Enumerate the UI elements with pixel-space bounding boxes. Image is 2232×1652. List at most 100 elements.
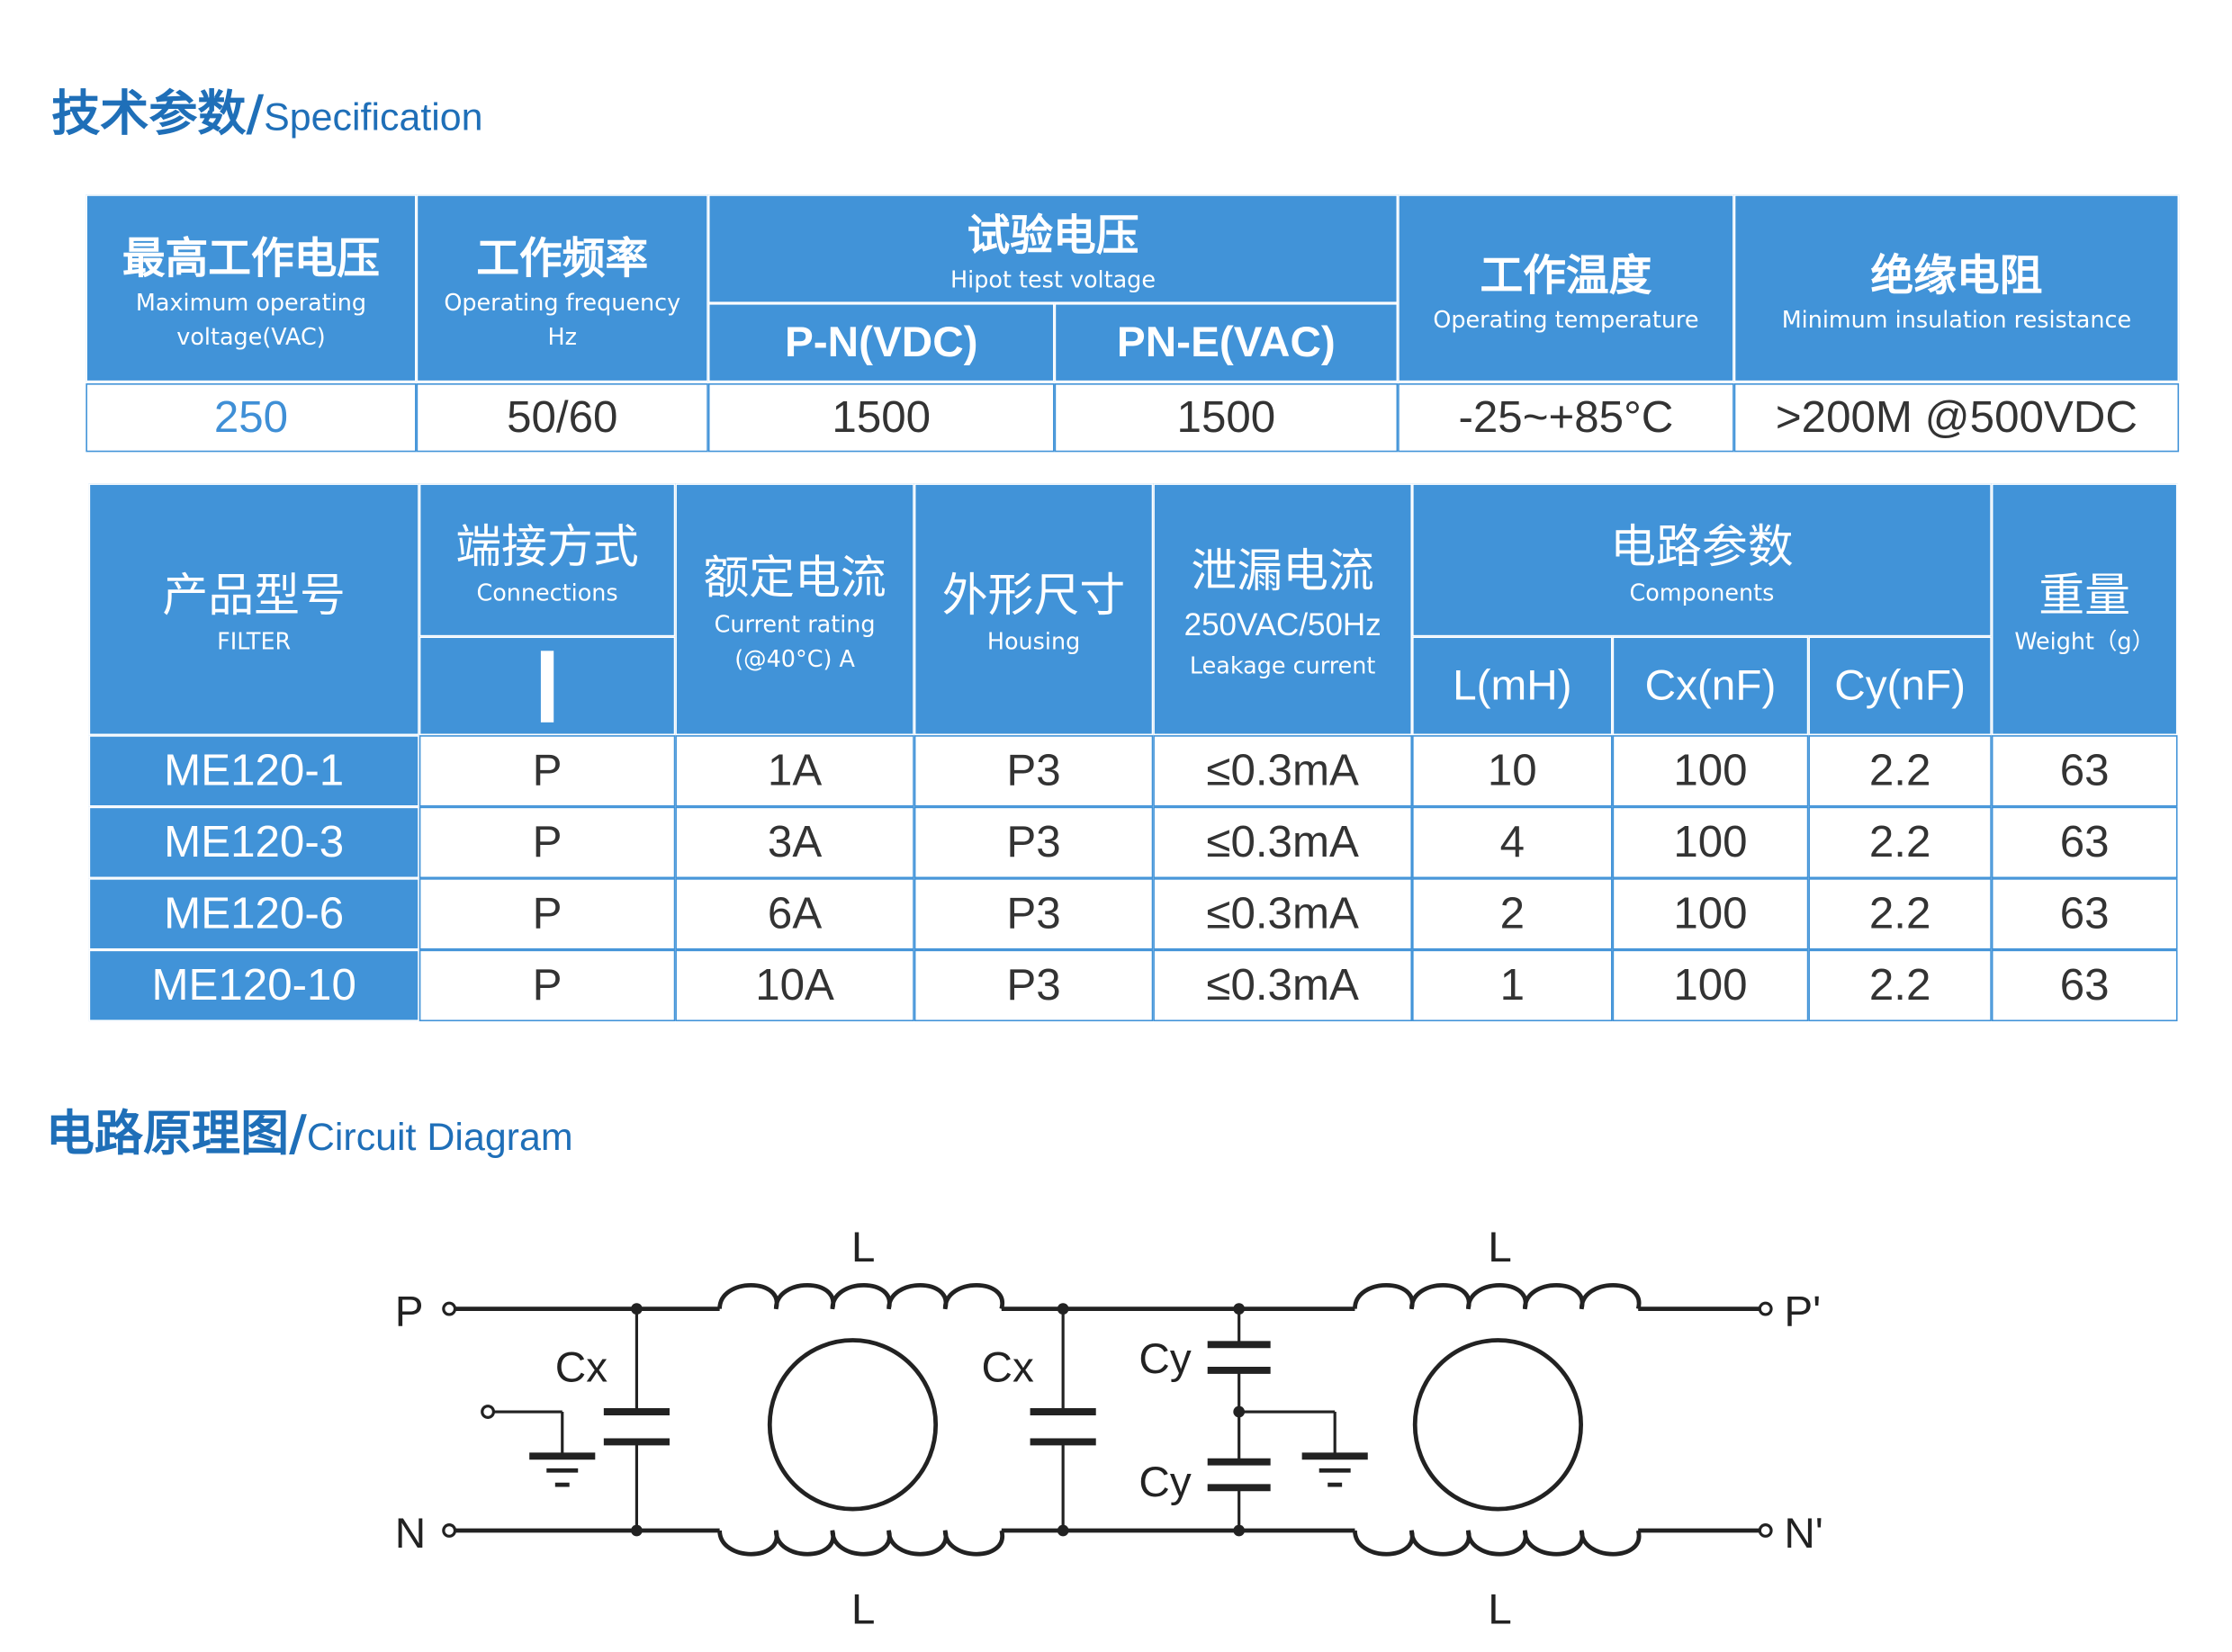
table-cell: ≤0.3mA (1153, 949, 1413, 1022)
core-right-icon (1412, 1338, 1584, 1512)
label-n: N (395, 1510, 426, 1558)
model-cell: ME120-6 (88, 878, 419, 950)
label-p-prime: P' (1784, 1288, 1821, 1336)
capacitor-plates (529, 1341, 1368, 1492)
header-leakage: 泄漏电流 250VAC/50Hz Leakage current (1153, 483, 1413, 736)
table-cell: P3 (914, 949, 1154, 1022)
core-left-icon (767, 1338, 939, 1512)
model-cell: ME120-10 (88, 949, 419, 1022)
header-model: 产品型号 FILTER (88, 483, 419, 736)
table-cell: 100 (1612, 949, 1809, 1022)
spec-title-cn: 技术参数/ (51, 85, 265, 143)
table-cell: 63 (1991, 949, 2178, 1022)
header-en: Hipot test voltage (950, 265, 1156, 293)
label-cy: Cy (1138, 1459, 1191, 1506)
header-en: Weight（g） (2014, 627, 2156, 656)
header-cn: 重量 (2038, 568, 2131, 623)
model-cell: ME120-1 (88, 735, 419, 807)
header-insulation: 绝缘电阻 Minimum insulation resistance (1733, 194, 2180, 382)
table-cell: 63 (1991, 806, 2178, 879)
model-cell: ME120-3 (88, 806, 419, 879)
table-cell: ≤0.3mA (1153, 735, 1413, 807)
header-cn: 端接方式 (455, 518, 639, 573)
label-l: L (851, 1224, 876, 1271)
label-cy: Cy (1138, 1335, 1191, 1383)
header-cn: 工作温度 (1480, 250, 1652, 301)
table-cell: 3A (675, 806, 914, 879)
header-cn: 泄漏电流 (1191, 543, 1374, 598)
terminals (442, 1301, 1773, 1538)
circuit-title-en: Circuit Diagram (306, 1115, 573, 1159)
table-cell: 6A (675, 878, 914, 950)
table-cell: ≤0.3mA (1153, 806, 1413, 879)
table-cell: P3 (914, 878, 1154, 950)
spec-title-en: Specification (264, 95, 483, 139)
label-cx: Cx (555, 1344, 608, 1392)
table-cell: 100 (1612, 806, 1809, 879)
table-cell: 63 (1991, 878, 2178, 950)
junction-dots (631, 1303, 1246, 1537)
header-cn: 外形尺寸 (941, 568, 1126, 623)
table-cell: 4 (1412, 806, 1613, 879)
header-en: Components (1629, 579, 1775, 606)
table-cell: P (418, 878, 676, 950)
table-cell: P3 (914, 806, 1154, 879)
header-l: L(mH) (1412, 636, 1613, 736)
table-cell: 1A (675, 735, 914, 807)
header-weight: 重量 Weight（g） (1991, 483, 2178, 736)
header-en: Operating frequency Hz (444, 288, 681, 350)
value-insulation: >200M @500VDC (1733, 383, 2180, 453)
header-en: Maximum operating voltage(VAC) (135, 288, 367, 350)
inductor-icon (1353, 1282, 1642, 1310)
circuit-branches (493, 1308, 1336, 1531)
table-cell: 10A (675, 949, 914, 1022)
label-cx: Cx (982, 1344, 1034, 1392)
table-cell: 1 (1412, 949, 1613, 1022)
table-cell: 10 (1412, 735, 1613, 807)
header-current: 额定电流 Current rating (@40°C) A (675, 483, 914, 736)
label-l: L (1488, 1585, 1512, 1633)
header-mid: 250VAC/50Hz (1184, 606, 1382, 642)
label-p: P (395, 1288, 424, 1336)
table-cell: 100 (1612, 878, 1809, 950)
label-n-prime: N' (1784, 1510, 1823, 1558)
header-cn: 最高工作电压 (122, 233, 381, 284)
circuit-wires (454, 1306, 1760, 1533)
header-cn: 额定电流 (703, 551, 886, 606)
connection-bar-icon (540, 650, 554, 723)
header-cn: 工作频率 (476, 233, 649, 284)
header-en: Minimum insulation resistance (1781, 305, 2132, 333)
header-components: 电路参数 Components (1412, 483, 1992, 637)
table-cell: 2.2 (1808, 878, 1992, 950)
table-cell: ≤0.3mA (1153, 878, 1413, 950)
header-en: Housing (986, 627, 1081, 656)
table-cell: P (418, 735, 676, 807)
inductor-coils (717, 1282, 1642, 1557)
value-temperature: -25~+85°C (1398, 383, 1734, 453)
header-cx: Cx(nF) (1612, 636, 1809, 736)
value-frequency: 50/60 (416, 383, 708, 453)
header-hipot: 试验电压 Hipot test voltage (707, 194, 1399, 304)
header-cy: Cy(nF) (1808, 636, 1992, 736)
header-connections: 端接方式 Connections (418, 483, 676, 637)
label-l: L (851, 1585, 876, 1633)
header-pn-vdc: P-N(VDC) (707, 303, 1055, 382)
table-cell: 63 (1991, 735, 2178, 807)
header-housing: 外形尺寸 Housing (914, 483, 1154, 736)
table-cell: 100 (1612, 735, 1809, 807)
header-connection-symbol (418, 636, 676, 736)
header-cn: 产品型号 (162, 568, 346, 623)
label-l: L (1488, 1224, 1512, 1271)
header-cn: 电路参数 (1610, 518, 1794, 573)
inductor-icon (717, 1530, 1004, 1557)
spec-title: 技术参数/Specification (51, 75, 482, 145)
header-temperature: 工作温度 Operating temperature (1398, 194, 1734, 382)
value-pn-vdc: 1500 (707, 383, 1055, 453)
table-cell: P (418, 949, 676, 1022)
table-cell: P (418, 806, 676, 879)
header-cn: 绝缘电阻 (1870, 250, 2043, 301)
circuit-labels: P N P' N' L L L L Cx Cx Cy Cy (395, 1224, 1823, 1633)
inductor-icon (717, 1282, 1004, 1310)
circuit-title-cn: 电路原理图/ (45, 1105, 307, 1163)
